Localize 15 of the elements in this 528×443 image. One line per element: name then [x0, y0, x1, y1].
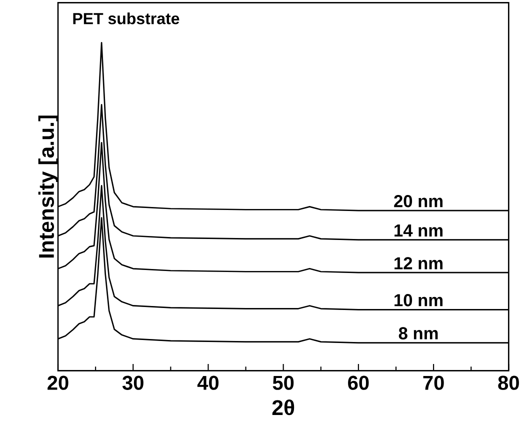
y-axis-title: Intensity [a.u.]: [38, 116, 58, 258]
series-label: 20 nm: [394, 195, 442, 208]
series-label: 10 nm: [394, 294, 442, 306]
x-tick-label: 40: [197, 376, 219, 390]
x-tick-label: 20: [48, 376, 68, 390]
x-tick-label: 70: [423, 376, 444, 390]
x-tick-label: 50: [272, 376, 294, 390]
x-tick-label: 30: [122, 376, 144, 390]
x-axis-title: 2θ: [272, 400, 294, 416]
series-label: 8 nm: [398, 327, 438, 340]
series-label: 12 nm: [394, 257, 442, 270]
text: PET substrate: [73, 12, 180, 24]
x-tick-label: 80: [498, 376, 519, 390]
series-label: 14 nm: [394, 224, 442, 237]
x-tick-label: 60: [348, 376, 369, 390]
